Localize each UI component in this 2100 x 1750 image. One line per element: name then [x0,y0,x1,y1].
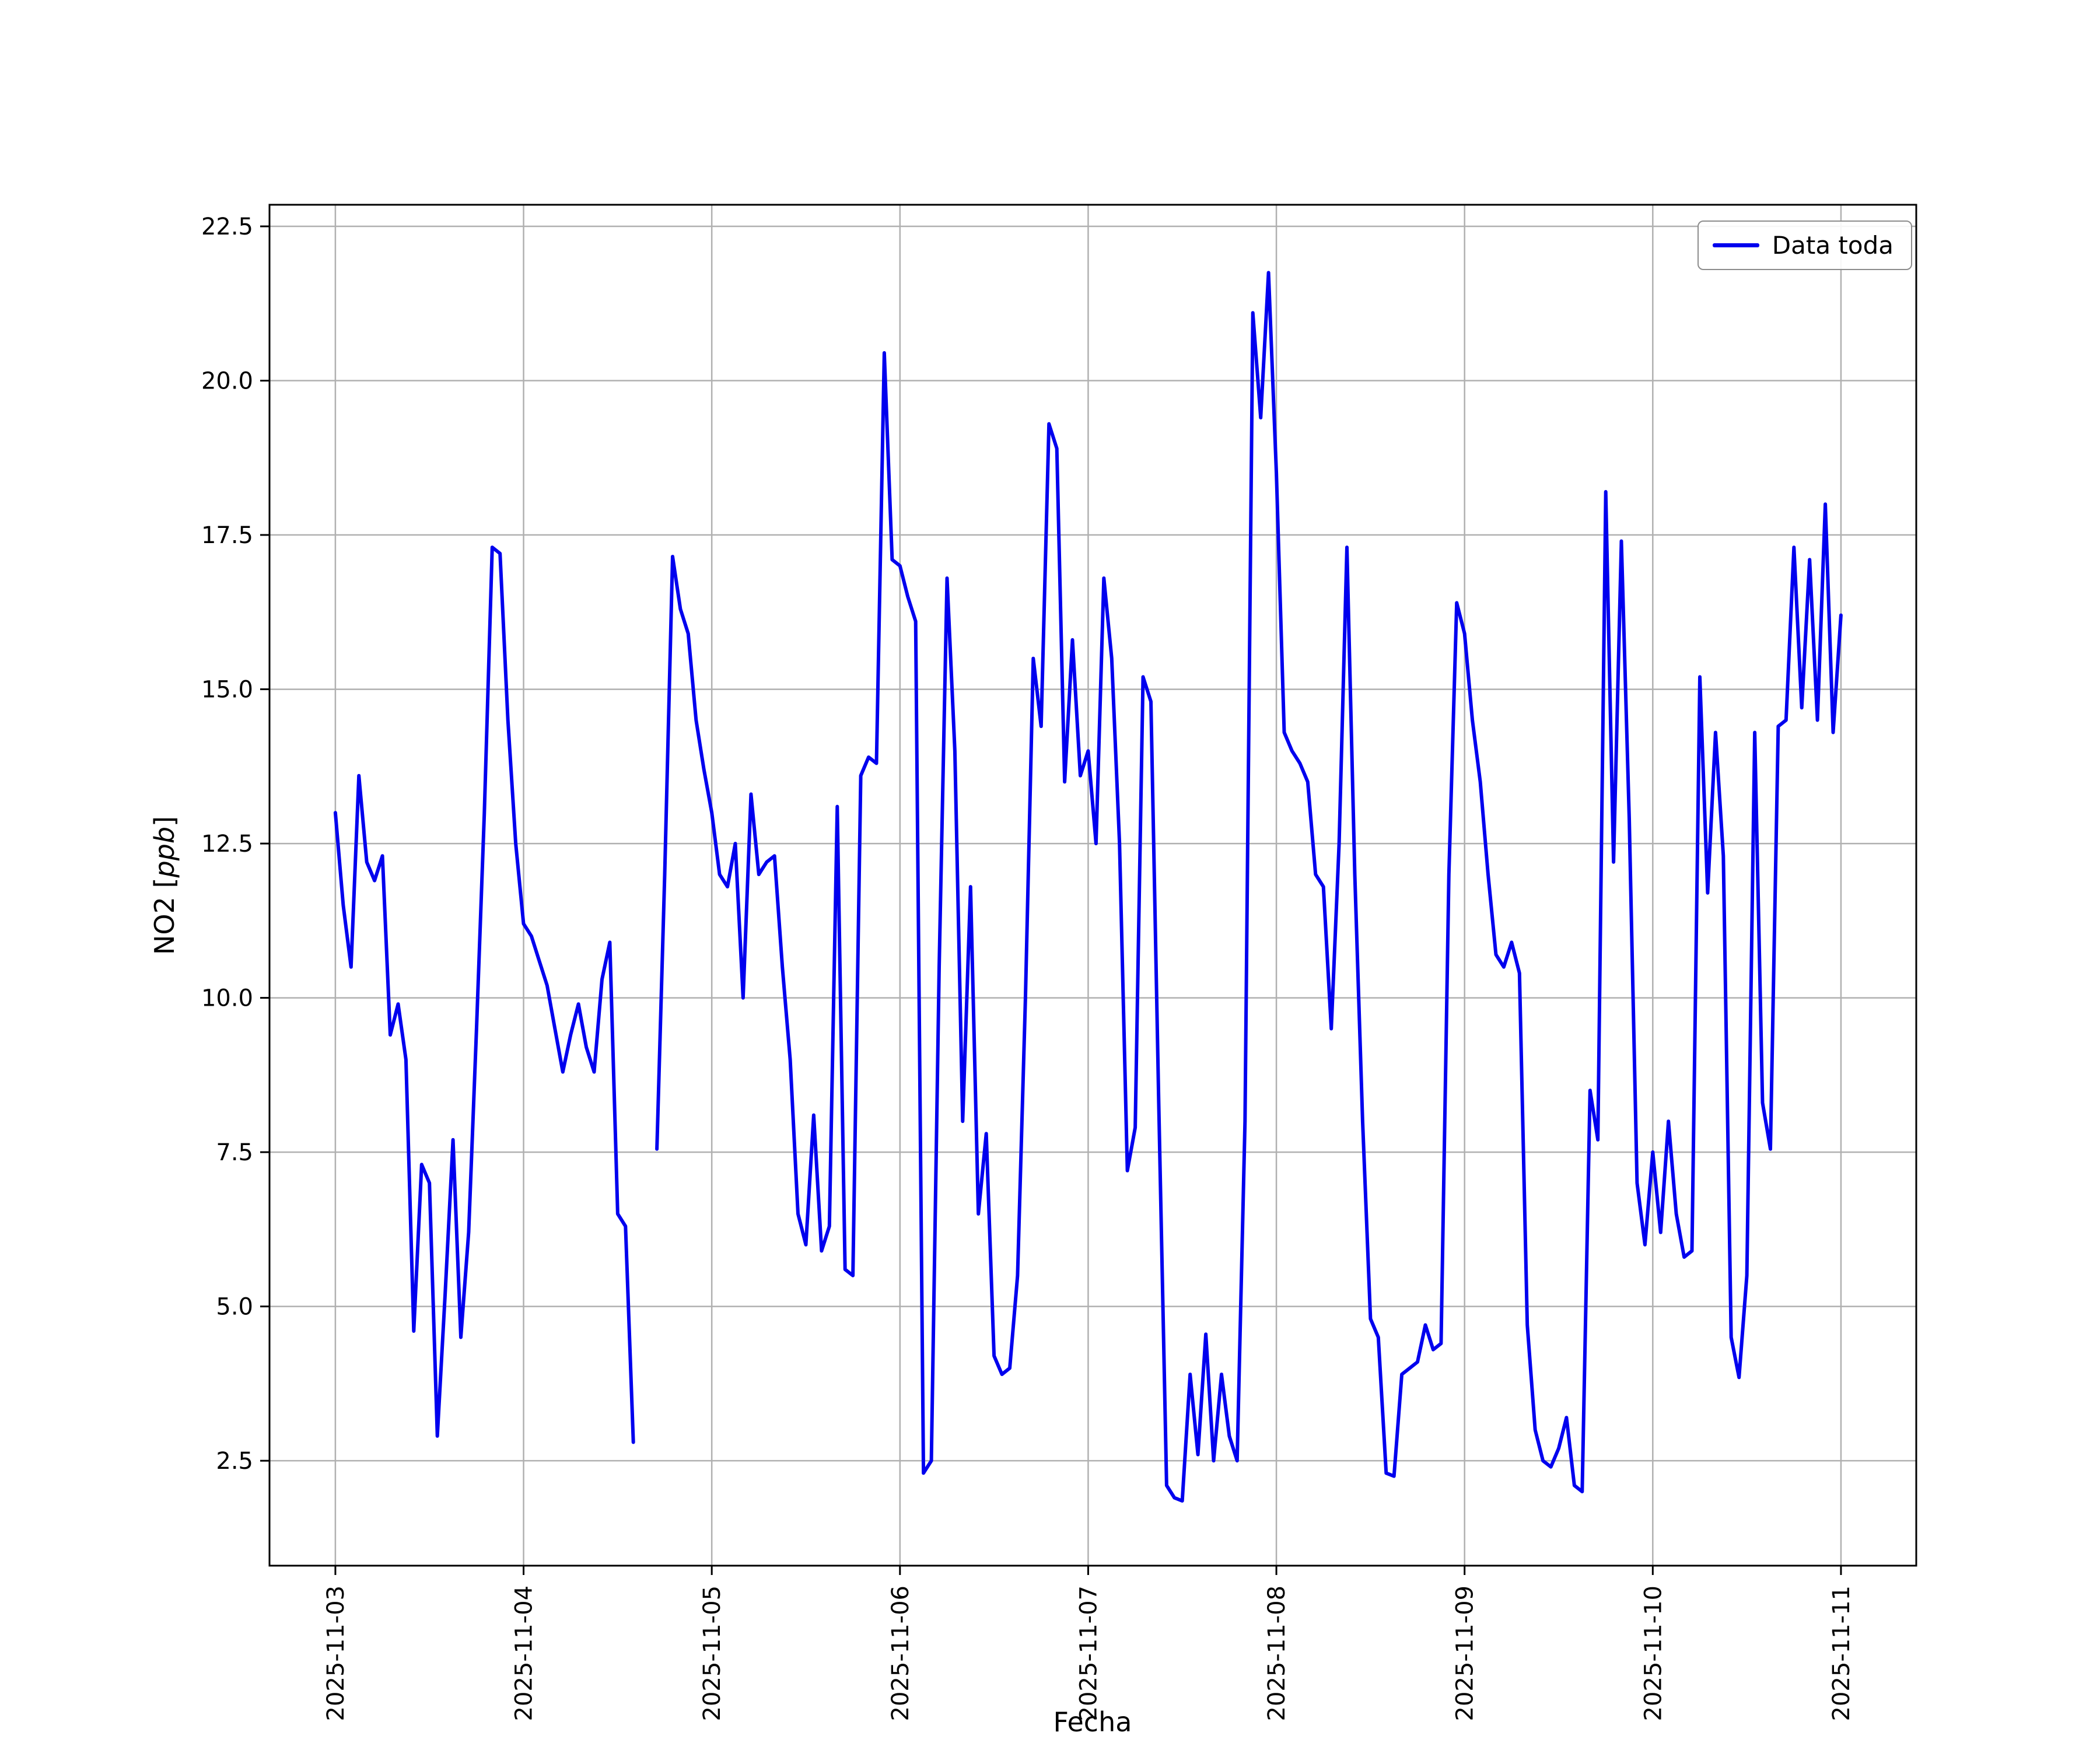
y-tick-label: 12.5 [201,831,253,858]
y-tick-label: 22.5 [201,214,253,240]
x-tick-label: 2025-11-10 [1640,1586,1667,1721]
y-tick-label: 5.0 [216,1294,253,1321]
x-tick-label: 2025-11-06 [887,1586,914,1721]
y-tick-label: 17.5 [201,522,253,549]
x-tick-label: 2025-11-09 [1452,1586,1479,1721]
data-series-line [655,271,1843,1503]
plot-frame [268,204,1917,1567]
x-tick-label: 2025-11-08 [1264,1586,1290,1721]
y-tick-label: 15.0 [201,677,253,704]
x-tick-label: 2025-11-03 [323,1586,349,1721]
data-series-line [333,545,635,1444]
y-axis-label: NO2 [ppb] [149,816,180,955]
y-axis-label-close: ] [149,816,180,827]
x-tick-label: 2025-11-05 [699,1586,726,1721]
y-axis-label-text: NO2 [ [149,877,180,956]
legend-line-swatch [1712,243,1759,247]
y-tick-label: 10.0 [201,985,253,1012]
x-tick-label: 2025-11-07 [1075,1586,1102,1721]
y-axis-label-math: ppb [149,826,180,878]
x-tick-label: 2025-11-04 [511,1586,538,1721]
y-tick-label: 2.5 [216,1448,253,1475]
x-tick-label: 2025-11-11 [1828,1586,1855,1721]
legend-label: Data toda [1772,231,1894,260]
y-tick-label: 20.0 [201,368,253,395]
x-axis-label: Fecha [1053,1706,1132,1738]
y-tick-label: 7.5 [216,1139,253,1166]
legend: Data toda [1697,220,1912,270]
